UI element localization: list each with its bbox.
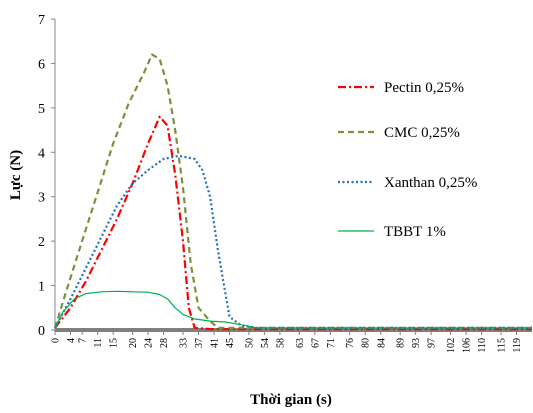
y-tick-label: 3 — [38, 191, 45, 206]
x-tick-label: 84 — [376, 338, 387, 348]
x-tick-label: 45 — [225, 338, 236, 348]
x-tick-label: 76 — [345, 338, 356, 348]
x-tick-label: 4 — [66, 338, 77, 343]
x-tick-label: 54 — [260, 338, 271, 348]
series-line-1 — [53, 53, 532, 329]
x-tick-label: 7 — [78, 338, 89, 343]
x-tick-label: 67 — [310, 338, 321, 348]
x-tick-label: 33 — [178, 338, 189, 348]
legend-label: Xanthan 0,25% — [384, 175, 477, 191]
y-tick-label: 6 — [38, 57, 45, 72]
x-tick-label: 50 — [244, 338, 255, 348]
x-tick-label: 80 — [361, 338, 372, 348]
legend-label: CMC 0,25% — [384, 125, 460, 141]
x-tick-label: 89 — [396, 338, 407, 348]
x-tick-label: 106 — [462, 338, 473, 353]
x-tick-label: 110 — [477, 338, 488, 353]
y-tick-label: 7 — [38, 13, 45, 28]
y-tick-label: 5 — [38, 102, 45, 117]
y-axis-title: Lực (N) — [8, 150, 24, 200]
x-tick-label: 15 — [109, 338, 120, 348]
y-tick-label: 1 — [38, 280, 45, 295]
x-tick-label: 102 — [446, 338, 457, 353]
legend-label: TBBT 1% — [384, 224, 446, 240]
x-tick-label: 97 — [427, 338, 438, 348]
x-tick-label: 37 — [194, 338, 205, 348]
x-tick-label: 11 — [93, 338, 104, 348]
x-tick-label: 0 — [51, 338, 62, 343]
x-tick-label: 115 — [496, 338, 507, 353]
y-tick-label: 2 — [38, 235, 45, 250]
x-tick-label: 20 — [128, 338, 139, 348]
series-line-2 — [54, 154, 532, 329]
x-tick-label: 28 — [159, 338, 170, 348]
x-tick-label: 41 — [210, 338, 221, 348]
y-tick-label: 0 — [38, 324, 45, 339]
series-line-3 — [54, 290, 532, 329]
x-tick-label: 58 — [275, 338, 286, 348]
x-axis-title: Thời gian (s) — [250, 392, 332, 408]
x-tick-label: 24 — [144, 338, 155, 348]
legend-label: Pectin 0,25% — [384, 80, 464, 96]
y-tick-label: 4 — [38, 146, 45, 161]
series-line-0 — [54, 115, 532, 331]
x-tick-label: 119 — [512, 338, 523, 353]
x-tick-label: 93 — [411, 338, 422, 348]
x-tick-label: 71 — [326, 338, 337, 348]
x-tick-label: 63 — [295, 338, 306, 348]
